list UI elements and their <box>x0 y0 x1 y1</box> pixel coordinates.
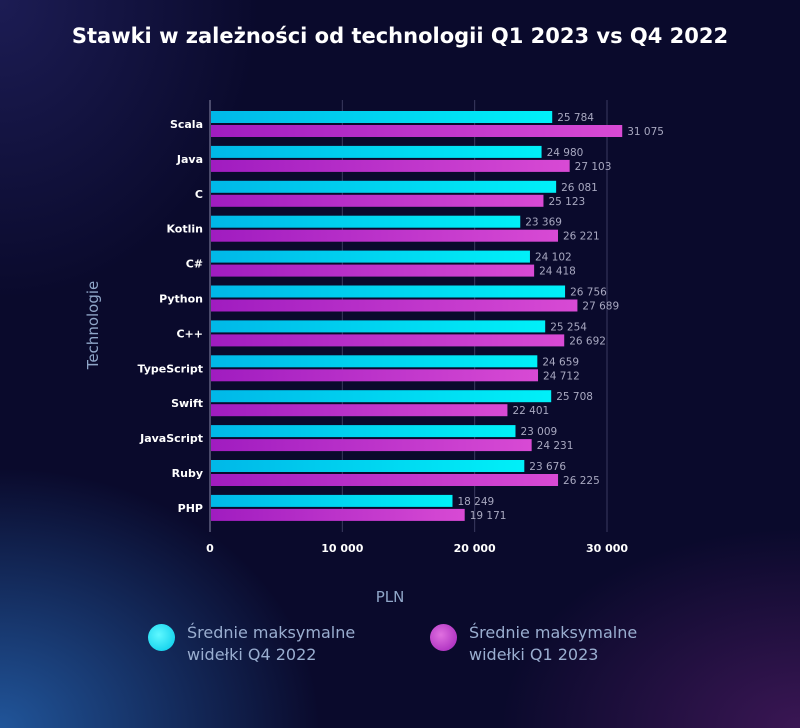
bar <box>211 180 557 193</box>
bar <box>211 355 538 368</box>
data-label: 31 075 <box>627 126 664 138</box>
bar <box>211 250 530 263</box>
bar <box>211 425 516 438</box>
y-tick-label: Scala <box>170 118 203 131</box>
data-label: 24 418 <box>539 266 576 278</box>
data-label: 24 231 <box>537 440 574 452</box>
data-label: 26 225 <box>563 475 600 487</box>
bar <box>211 215 521 228</box>
bar <box>211 159 570 172</box>
data-label: 24 659 <box>542 356 579 368</box>
data-label: 24 980 <box>547 147 584 159</box>
y-tick-label: C# <box>186 258 203 271</box>
data-label: 26 221 <box>563 231 600 243</box>
data-label: 23 676 <box>529 461 566 473</box>
bar <box>211 125 623 137</box>
y-tick-label: Swift <box>171 397 203 410</box>
bar <box>211 494 453 507</box>
data-label: 27 103 <box>575 161 612 173</box>
bar <box>211 334 565 347</box>
data-label: 18 249 <box>457 496 494 508</box>
data-label: 26 081 <box>561 182 598 194</box>
bar <box>211 145 542 158</box>
legend-label-line2: widełki Q4 2022 <box>187 645 317 664</box>
data-label: 24 712 <box>543 370 580 382</box>
bar <box>211 229 558 242</box>
bar <box>211 439 532 452</box>
legend-label-line1: Średnie maksymalne <box>469 623 638 642</box>
data-label: 25 123 <box>548 196 585 208</box>
data-label: 19 171 <box>470 510 507 522</box>
legend-swatch-q4-2022 <box>148 624 175 651</box>
data-label: 26 756 <box>570 287 607 299</box>
bar <box>211 299 578 312</box>
data-label: 25 708 <box>556 391 593 403</box>
bar <box>211 404 508 417</box>
data-label: 26 692 <box>569 335 606 347</box>
y-tick-label: TypeScript <box>138 362 203 375</box>
legend-item-q4-2022[interactable]: Średnie maksymalne widełki Q4 2022 <box>148 622 355 666</box>
bar <box>211 111 553 123</box>
x-tick-label: 0 <box>206 542 214 555</box>
y-axis-label: Technologie <box>84 281 102 371</box>
bar <box>211 390 552 403</box>
bar <box>211 194 544 207</box>
y-tick-label: PHP <box>178 502 203 515</box>
y-tick-label: Kotlin <box>166 223 203 236</box>
data-label: 23 009 <box>520 426 557 438</box>
bar <box>211 285 566 298</box>
x-tick-label: 20 000 <box>454 542 496 555</box>
y-tick-label: Ruby <box>172 467 203 480</box>
y-tick-label: C++ <box>176 327 203 340</box>
y-tick-label: Java <box>176 153 203 166</box>
bar <box>211 474 559 486</box>
bar <box>211 508 465 521</box>
x-axis-label: PLN <box>376 588 405 606</box>
bar <box>211 264 535 277</box>
x-tick-label: 30 000 <box>586 542 628 555</box>
y-tick-label: C <box>195 188 203 201</box>
x-tick-label: 10 000 <box>321 542 363 555</box>
bar <box>211 369 539 382</box>
bar <box>211 320 546 333</box>
data-label: 27 689 <box>582 301 619 313</box>
data-label: 23 369 <box>525 217 562 229</box>
data-label: 22 401 <box>512 405 549 417</box>
legend-swatch-q1-2023 <box>430 624 457 651</box>
y-tick-label: Python <box>159 293 203 306</box>
bar <box>211 460 525 472</box>
data-label: 24 102 <box>535 252 572 264</box>
chart-title: Stawki w zależności od technologii Q1 20… <box>71 24 729 48</box>
legend-label-line1: Średnie maksymalne <box>187 623 356 642</box>
legend-item-q1-2023[interactable]: Średnie maksymalne widełki Q1 2023 <box>430 622 637 666</box>
data-label: 25 254 <box>550 321 587 333</box>
legend-label-line2: widełki Q1 2023 <box>469 645 599 664</box>
data-label: 25 784 <box>557 112 594 124</box>
y-tick-label: JavaScript <box>139 432 203 445</box>
